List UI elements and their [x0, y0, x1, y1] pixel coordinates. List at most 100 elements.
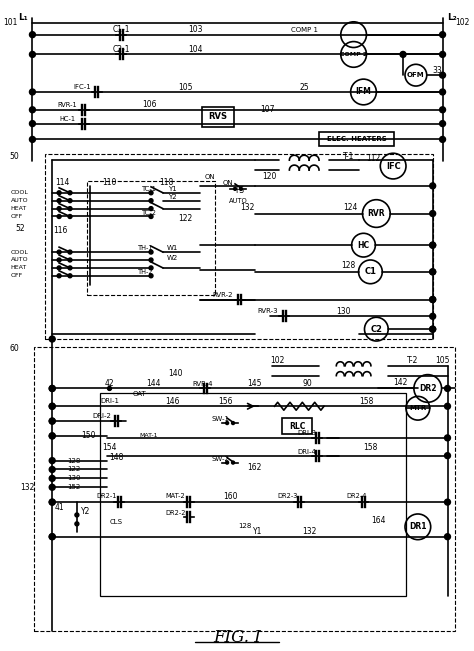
Circle shape	[439, 107, 446, 113]
Text: COOL: COOL	[11, 190, 28, 195]
Text: DR2-3: DR2-3	[277, 493, 298, 499]
Text: 116: 116	[53, 226, 67, 235]
Circle shape	[234, 187, 237, 190]
Text: 128: 128	[238, 523, 252, 529]
Text: TH-1: TH-1	[138, 245, 154, 251]
Circle shape	[68, 250, 72, 254]
Text: FS: FS	[236, 186, 245, 195]
Text: OFF: OFF	[11, 214, 23, 219]
Text: RVR: RVR	[367, 209, 385, 218]
Text: 144: 144	[146, 379, 160, 388]
Text: 162: 162	[247, 463, 262, 472]
Text: 25: 25	[300, 83, 309, 92]
Text: HC: HC	[357, 241, 370, 250]
Text: OAT: OAT	[132, 391, 146, 397]
Bar	[202, 107, 234, 126]
Text: AUTO: AUTO	[11, 198, 28, 203]
Circle shape	[445, 403, 450, 409]
Text: MTR: MTR	[409, 405, 427, 411]
Text: DR1: DR1	[409, 522, 427, 531]
Circle shape	[430, 242, 436, 248]
Circle shape	[430, 269, 436, 275]
Circle shape	[232, 461, 235, 464]
Circle shape	[29, 137, 36, 143]
Text: HC-1: HC-1	[59, 116, 75, 122]
Circle shape	[232, 422, 235, 424]
Text: 105: 105	[435, 356, 450, 365]
Text: 106: 106	[142, 100, 156, 109]
Circle shape	[49, 475, 55, 481]
Text: L₂: L₂	[447, 14, 457, 22]
Text: RVR-4: RVR-4	[192, 381, 213, 387]
Circle shape	[439, 137, 446, 143]
Text: COOL: COOL	[11, 249, 28, 255]
Circle shape	[49, 499, 55, 505]
Bar	[319, 133, 394, 146]
Text: HEAT: HEAT	[11, 206, 27, 211]
Circle shape	[75, 522, 79, 526]
Text: T-1: T-1	[343, 152, 355, 161]
Text: AUTO: AUTO	[228, 198, 247, 204]
Circle shape	[149, 258, 153, 262]
Bar	[87, 181, 215, 294]
Circle shape	[439, 120, 446, 126]
Text: IFC-1: IFC-1	[73, 84, 91, 90]
Text: 103: 103	[188, 25, 203, 35]
Circle shape	[57, 215, 61, 219]
Text: 42: 42	[105, 379, 114, 388]
Text: MAT-2: MAT-2	[166, 493, 186, 499]
Text: 142: 142	[393, 378, 407, 387]
Circle shape	[149, 191, 153, 195]
Text: 118: 118	[159, 178, 173, 187]
Text: 158: 158	[363, 443, 378, 452]
Text: 130: 130	[67, 475, 81, 481]
Text: C1: C1	[365, 268, 376, 276]
Circle shape	[49, 433, 55, 439]
Text: ON: ON	[205, 174, 216, 180]
Circle shape	[29, 107, 36, 113]
Circle shape	[49, 534, 55, 540]
Circle shape	[49, 484, 55, 490]
Text: Y1: Y1	[168, 186, 177, 192]
Text: RVR-1: RVR-1	[57, 102, 77, 108]
Circle shape	[68, 258, 72, 262]
Text: TC-2: TC-2	[142, 210, 156, 215]
Circle shape	[149, 266, 153, 270]
Text: MAT-1: MAT-1	[140, 434, 158, 438]
Text: 105: 105	[178, 83, 193, 92]
Text: 145: 145	[247, 379, 262, 388]
Circle shape	[430, 313, 436, 319]
Circle shape	[226, 422, 228, 424]
Circle shape	[49, 336, 55, 342]
Text: T-2: T-2	[407, 356, 419, 365]
Circle shape	[49, 418, 55, 424]
Circle shape	[149, 274, 153, 278]
Circle shape	[57, 191, 61, 195]
Text: Y1: Y1	[253, 527, 263, 536]
Circle shape	[49, 403, 55, 409]
Circle shape	[68, 215, 72, 219]
Circle shape	[29, 32, 36, 38]
Circle shape	[445, 534, 450, 540]
Text: 122: 122	[179, 214, 193, 223]
Circle shape	[239, 187, 242, 190]
Circle shape	[430, 297, 436, 303]
Circle shape	[68, 199, 72, 202]
Circle shape	[49, 385, 55, 391]
Circle shape	[445, 435, 450, 441]
Text: 158: 158	[359, 397, 374, 406]
Circle shape	[57, 199, 61, 202]
Text: 50: 50	[10, 152, 19, 161]
Circle shape	[430, 326, 436, 332]
Text: 132: 132	[20, 483, 35, 492]
Text: 102: 102	[270, 356, 285, 365]
Circle shape	[57, 258, 61, 262]
Text: 101: 101	[3, 18, 18, 27]
Circle shape	[445, 499, 450, 505]
Text: DR2-2: DR2-2	[165, 510, 186, 516]
Text: 128: 128	[342, 262, 356, 270]
Text: 90: 90	[302, 379, 312, 388]
Circle shape	[29, 89, 36, 95]
Text: L₁: L₁	[18, 14, 27, 22]
Text: 132: 132	[302, 527, 316, 536]
